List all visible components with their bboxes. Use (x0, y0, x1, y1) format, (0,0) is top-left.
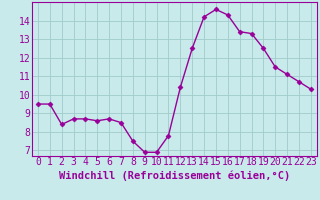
X-axis label: Windchill (Refroidissement éolien,°C): Windchill (Refroidissement éolien,°C) (59, 170, 290, 181)
